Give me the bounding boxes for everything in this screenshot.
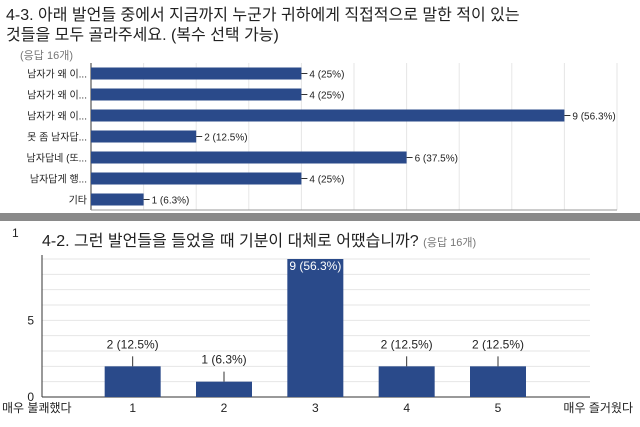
top-bar-data-label: 2 (12.5%)	[204, 133, 247, 144]
top-bar-data-label: 4 (25%)	[309, 70, 344, 81]
top-bar	[91, 67, 302, 80]
top-category-label: 못 좀 남자답...	[27, 132, 87, 144]
top-bar	[91, 109, 565, 122]
top-bar	[91, 130, 197, 143]
bottom-bar-data-label: 2 (12.5%)	[472, 337, 524, 351]
scale-left-label: 매우 불쾌했다	[2, 401, 72, 415]
bottom-bar	[196, 381, 252, 397]
scale-right-label: 매우 즐거웠다	[563, 401, 633, 415]
bottom-chart-panel: 4-2. 그런 발언들을 들었을 때 기분이 대체로 어땠습니까? (응답 16…	[0, 221, 640, 427]
top-bar-data-label: 4 (25%)	[309, 175, 344, 186]
bottom-x-tick-label: 3	[312, 401, 319, 415]
bottom-x-tick-label: 1	[129, 401, 136, 415]
top-bar-chart: 4 (25%) 남자가 왜 이... 4 (25%) 남자가 왜 이... 9 (56.…	[27, 63, 618, 211]
bottom-bar-data-label: 9 (56.3%)	[289, 259, 341, 273]
bottom-response-count: (응답 16개)	[423, 237, 477, 249]
bottom-bar-chart: 0 5 1 2 (12.5%) 1 1 (6.3%) 2 9 (56.3%) 3 2 (12.5%…	[2, 226, 633, 415]
bottom-bar	[470, 366, 526, 397]
top-bar	[91, 151, 407, 164]
bottom-chart-title: 4-2. 그런 발언들을 들었을 때 기분이 대체로 어땠습니까? (응답 16…	[42, 232, 476, 253]
bottom-x-tick-label: 5	[495, 401, 502, 415]
top-category-label: 남자가 왜 이...	[27, 69, 87, 81]
top-category-label: 기타	[69, 195, 87, 207]
top-bar-data-label: 1 (6.3%)	[152, 196, 190, 207]
top-category-label: 남자가 왜 이...	[27, 90, 87, 102]
panel-divider	[0, 213, 640, 221]
top-response-count: (응답 16개)	[20, 50, 73, 62]
bottom-x-tick-label: 2	[221, 401, 228, 415]
bottom-x-tick-label: 4	[403, 401, 410, 415]
top-bar	[91, 193, 144, 206]
top-bar-data-label: 4 (25%)	[309, 91, 344, 102]
top-bar	[91, 172, 302, 185]
top-chart-panel: 4-3. 아래 발언들 중에서 지금까지 누군가 귀하에게 직접적으로 말한 적…	[6, 6, 618, 211]
top-chart-title-line1: 4-3. 아래 발언들 중에서 지금까지 누군가 귀하에게 직접적으로 말한 적…	[6, 7, 520, 24]
top-category-label: 남자답게 행...	[30, 174, 87, 186]
top-chart-title-line2: 것들을 모두 골라주세요. (복수 선택 가능)	[6, 27, 279, 44]
bottom-y-tick-label: 5	[27, 313, 34, 327]
top-bar-data-label: 6 (37.5%)	[415, 154, 458, 165]
bottom-bar-data-label: 2 (12.5%)	[381, 337, 433, 351]
top-bar-data-label: 9 (56.3%)	[572, 112, 615, 123]
bottom-bar	[104, 366, 161, 397]
bottom-bar-data-label: 1 (6.3%)	[201, 353, 246, 367]
bottom-y-top-tick-label: 1	[12, 226, 19, 240]
bottom-chart-title-text: 4-2. 그런 발언들을 들었을 때 기분이 대체로 어땠습니까?	[42, 233, 419, 250]
bottom-bar	[287, 259, 344, 397]
top-chart-title: 4-3. 아래 발언들 중에서 지금까지 누군가 귀하에게 직접적으로 말한 적…	[6, 6, 520, 46]
bottom-bar	[378, 366, 435, 397]
top-category-label: 남자답네 (또...	[27, 153, 87, 165]
top-category-label: 남자가 왜 이...	[27, 111, 87, 123]
top-bar	[91, 88, 302, 101]
bottom-y-tick-label: 0	[27, 390, 34, 404]
bottom-bar-data-label: 2 (12.5%)	[107, 337, 159, 351]
